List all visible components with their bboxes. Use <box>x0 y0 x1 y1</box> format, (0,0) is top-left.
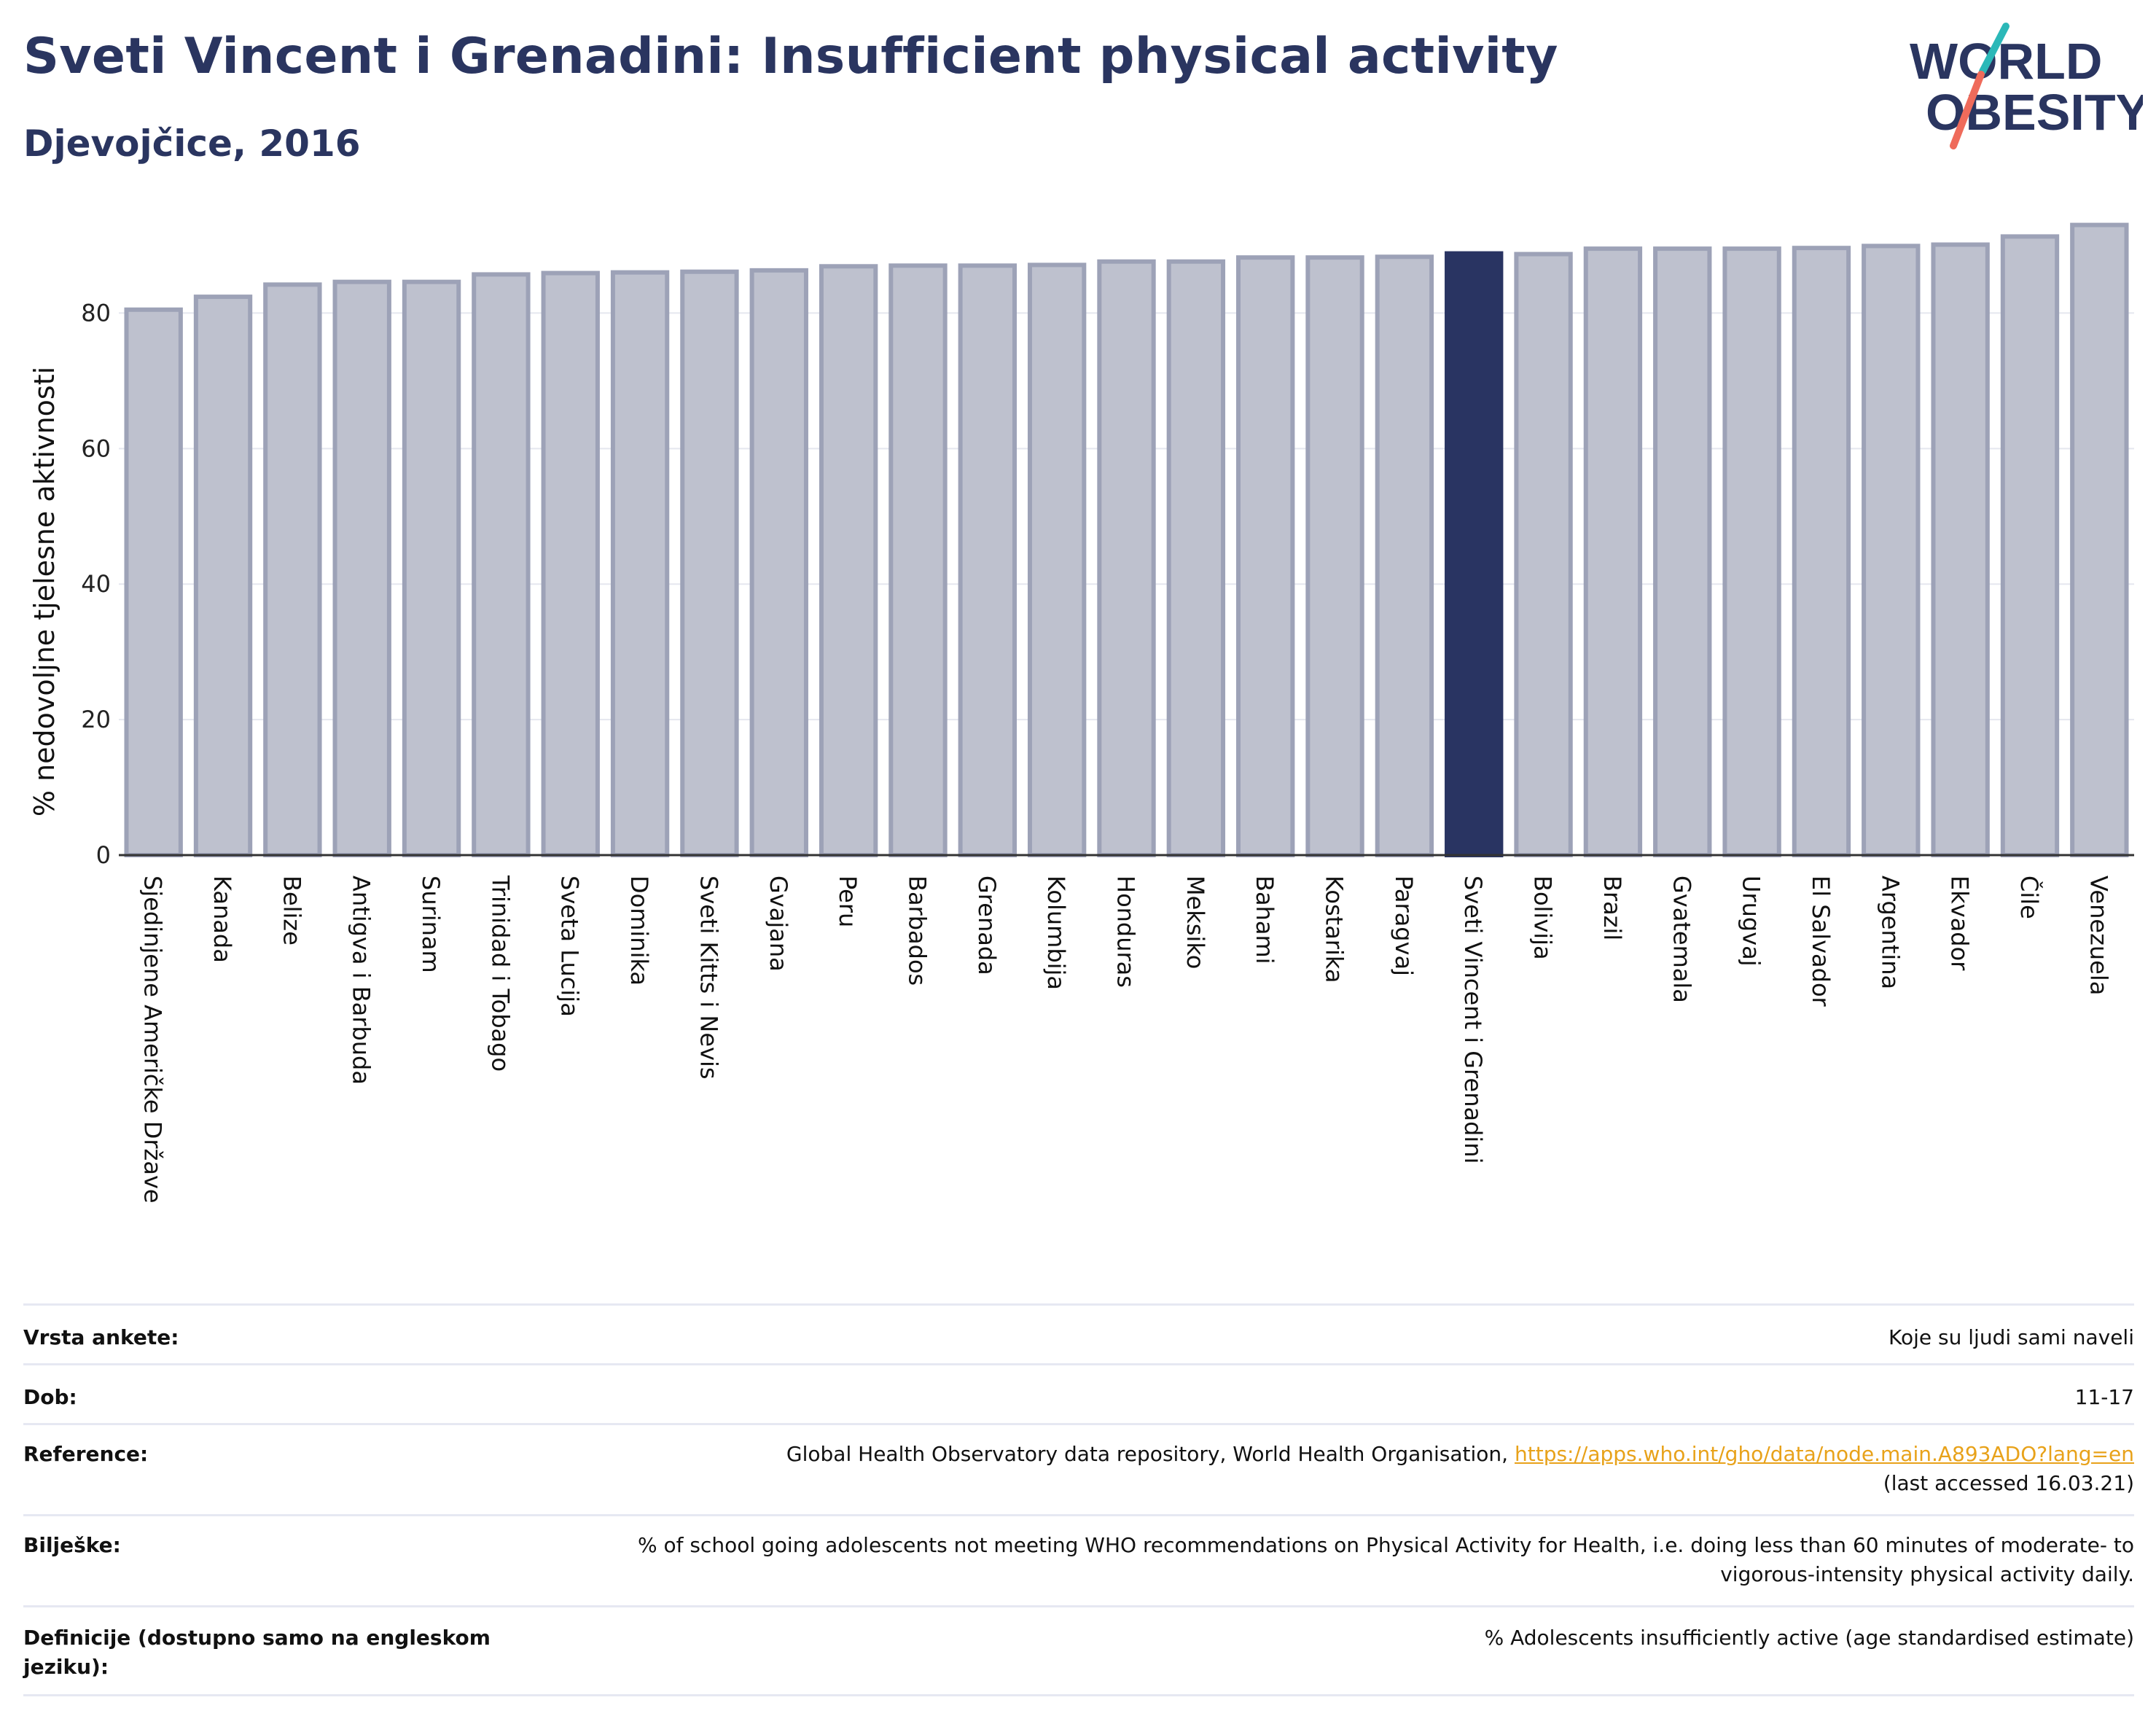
world-obesity-logo: WORLD OBESITY <box>1910 23 2143 149</box>
bar <box>263 282 322 857</box>
bar <box>610 270 670 857</box>
bars <box>124 222 2129 858</box>
bar <box>749 268 808 857</box>
info-key: Reference: <box>23 1442 149 1466</box>
bar <box>1653 246 1712 858</box>
bar <box>1722 246 1781 858</box>
bar <box>1166 259 1226 857</box>
info-value: Koje su ljudi sami naveli <box>1889 1325 2134 1349</box>
info-row-reference: Reference: Global Health Observatory dat… <box>23 1423 2134 1514</box>
page-subtitle: Djevojčice, 2016 <box>23 122 361 165</box>
y-tick-label: 40 <box>81 570 111 598</box>
x-tick-label: Bolivija <box>1529 876 1557 960</box>
x-tick-label: Sveta Lucija <box>556 876 584 1017</box>
bar <box>1514 252 1573 858</box>
x-tick-label: Paragvaj <box>1390 876 1418 976</box>
bar <box>958 263 1017 857</box>
bar <box>193 295 253 857</box>
bar <box>680 269 739 857</box>
info-value: % Adolescents insufficiently active (age… <box>1484 1626 2134 1650</box>
bar <box>1097 259 1156 857</box>
bar-highlight <box>1445 251 1504 857</box>
x-tick-label: Sveti Kitts i Nevis <box>695 876 722 1080</box>
bar <box>541 270 600 857</box>
x-tick-label: Gvatemala <box>1668 876 1695 1003</box>
x-tick-label: Gvajana <box>765 876 792 972</box>
logo-line1: WORLD <box>1910 33 2102 90</box>
x-tick-label: Sjedinjene Američke Države <box>139 876 167 1204</box>
logo-slash-top <box>1979 23 2009 75</box>
reference-text: Global Health Observatory data repositor… <box>786 1442 1515 1466</box>
info-row-survey: Vrsta ankete: Koje su ljudi sami naveli <box>23 1303 2134 1363</box>
bar <box>1792 246 1851 857</box>
x-tick-label: Honduras <box>1112 876 1140 988</box>
x-tick-label: El Salvador <box>1807 876 1835 1007</box>
reference-accessed: (last accessed 16.03.21) <box>1883 1471 2134 1495</box>
bar <box>888 263 948 857</box>
x-tick-label: Grenada <box>973 876 1001 975</box>
bar <box>124 307 183 857</box>
info-row-age: Dob: 11-17 <box>23 1363 2134 1423</box>
x-tick-label: Venezuela <box>2085 876 2112 995</box>
x-tick-label: Urugvaj <box>1738 876 1765 967</box>
bar <box>332 279 391 857</box>
bar <box>1305 255 1364 857</box>
x-tick-label: Kanada <box>208 876 236 963</box>
y-axis-ticks: 0 20 40 60 80 <box>81 299 111 869</box>
x-tick-label: Dominika <box>625 876 653 986</box>
x-tick-label: Barbados <box>903 876 931 986</box>
info-value: Global Health Observatory data repositor… <box>786 1440 2134 1498</box>
bar <box>402 279 461 857</box>
x-tick-label: Brazil <box>1598 876 1626 940</box>
x-tick-label: Kostarika <box>1321 876 1348 983</box>
info-key: Vrsta ankete: <box>23 1325 179 1349</box>
bar-chart: 0 20 40 60 80 Sjedinjene Američke Države Kana… <box>28 222 2134 1204</box>
bar <box>1931 242 1990 858</box>
x-tick-label: Peru <box>834 876 862 927</box>
x-tick-label: Čile <box>2015 876 2044 919</box>
info-value: % of school going adolescents not meetin… <box>637 1533 2134 1586</box>
info-value: 11-17 <box>2074 1385 2134 1409</box>
bar <box>472 272 531 857</box>
info-key: Definicije (dostupno samo na engleskom j… <box>23 1626 491 1679</box>
bar <box>1862 243 1921 858</box>
page-title: Sveti Vincent i Grenadini: Insufficient … <box>23 28 1558 85</box>
x-tick-label: Meksiko <box>1181 876 1209 969</box>
y-axis-label: % nedovoljne tjelesne aktivnosti <box>28 367 60 816</box>
x-tick-label: Ekvador <box>1946 876 1974 971</box>
x-tick-label: Antigva i Barbuda <box>348 876 375 1085</box>
x-tick-label: Belize <box>278 876 305 946</box>
x-tick-label: Surinam <box>417 876 445 973</box>
bar <box>1027 262 1087 857</box>
y-tick-label: 20 <box>81 706 111 733</box>
x-tick-label: Sveti Vincent i Grenadini <box>1459 876 1487 1163</box>
info-row-notes: Bilješke: % of school going adolescents … <box>23 1514 2134 1605</box>
logo-slash-bottom <box>1950 71 1985 149</box>
bar <box>2000 234 2060 858</box>
x-axis-ticks: Sjedinjene Američke Države Kanada Belize An… <box>139 875 2113 1204</box>
bar <box>1236 255 1295 857</box>
y-tick-label: 80 <box>81 299 111 327</box>
bar <box>1375 254 1434 858</box>
y-tick-label: 60 <box>81 434 111 462</box>
bar <box>2070 222 2129 857</box>
x-tick-label: Bahami <box>1251 876 1278 964</box>
x-tick-label: Trinidad i Tobago <box>486 875 514 1072</box>
bar <box>1583 246 1643 858</box>
info-row-definitions: Definicije (dostupno samo na engleskom j… <box>23 1605 2134 1696</box>
x-tick-label: Argentina <box>1876 876 1904 989</box>
info-table: Vrsta ankete: Koje su ljudi sami naveli … <box>23 1303 2134 1696</box>
reference-link[interactable]: https://apps.who.int/gho/data/node.main.… <box>1514 1442 2134 1466</box>
y-tick-label: 0 <box>96 841 111 869</box>
x-tick-label: Kolumbija <box>1042 876 1070 990</box>
info-key: Dob: <box>23 1385 77 1409</box>
bar <box>819 264 878 857</box>
info-key: Bilješke: <box>23 1533 121 1557</box>
